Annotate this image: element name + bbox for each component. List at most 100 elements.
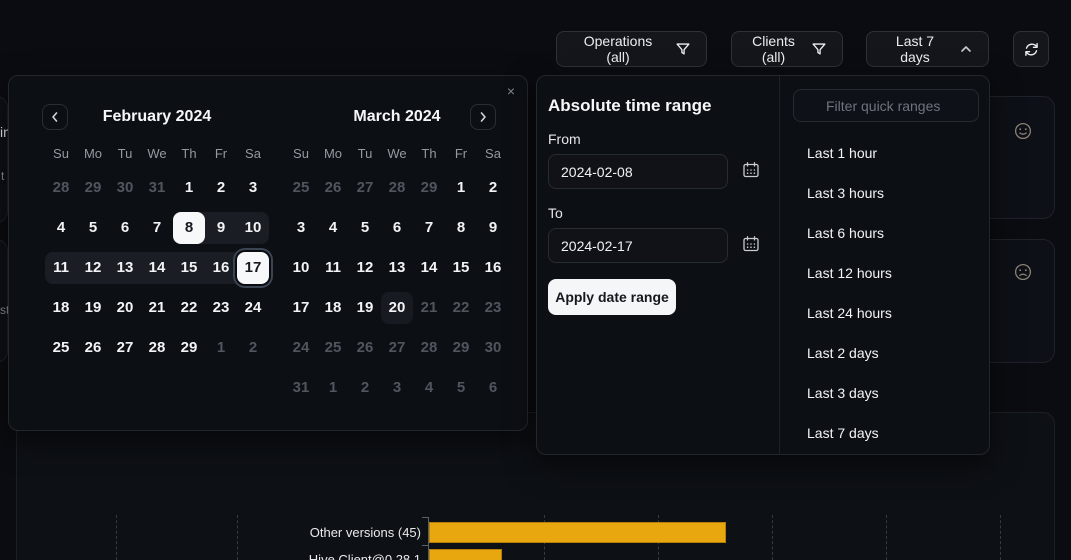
- day-cell[interactable]: 18: [52, 299, 70, 316]
- day-cell: 28: [52, 179, 70, 196]
- time-range-button[interactable]: Last 7 days: [866, 31, 989, 67]
- day-cell[interactable]: 23: [212, 299, 230, 316]
- day-cell[interactable]: 25: [52, 339, 70, 356]
- quick-range-item[interactable]: Last 24 hours: [807, 305, 892, 321]
- to-date-input[interactable]: [548, 228, 728, 263]
- day-cell[interactable]: 7: [424, 219, 434, 236]
- chevron-up-icon: [961, 46, 971, 52]
- day-cell[interactable]: 20: [381, 292, 413, 324]
- day-cell[interactable]: 17: [292, 299, 310, 316]
- day-cell[interactable]: 8: [173, 212, 205, 244]
- clients-filter-button[interactable]: Clients (all): [731, 31, 843, 67]
- day-cell[interactable]: 5: [88, 219, 98, 236]
- day-cell[interactable]: 13: [116, 259, 134, 276]
- background-card-left-top: [0, 96, 8, 223]
- filter-funnel-icon: [812, 43, 826, 55]
- day-cell[interactable]: 14: [148, 259, 166, 276]
- day-cell[interactable]: 14: [420, 259, 438, 276]
- day-cell[interactable]: 21: [148, 299, 166, 316]
- close-icon[interactable]: ×: [506, 83, 515, 99]
- day-cell[interactable]: 11: [53, 259, 69, 276]
- day-cell[interactable]: 27: [116, 339, 134, 356]
- day-cell[interactable]: 17: [237, 252, 269, 284]
- background-card-left-bottom: [0, 239, 8, 363]
- day-cell: 5: [456, 379, 466, 396]
- day-cell[interactable]: 5: [360, 219, 370, 236]
- previous-month-button[interactable]: [42, 104, 68, 130]
- gridline: [116, 515, 117, 560]
- clipped-text-fragment: in: [0, 124, 11, 140]
- day-cell[interactable]: 19: [356, 299, 374, 316]
- gridline: [237, 515, 238, 560]
- calendar-popover: × February 2024 Su Mo Tu We Th Fr Sa 28 29 30 31 1 2 3…: [8, 75, 528, 431]
- from-calendar-button[interactable]: [740, 160, 762, 182]
- day-cell[interactable]: 26: [84, 339, 102, 356]
- day-cell: 29: [84, 179, 102, 196]
- day-cell: 26: [356, 339, 374, 356]
- apply-date-range-button[interactable]: Apply date range: [548, 279, 676, 315]
- day-cell[interactable]: 4: [328, 219, 338, 236]
- day-cell: 22: [452, 299, 470, 316]
- frowny-face-icon: [1014, 263, 1032, 281]
- day-cell[interactable]: 19: [84, 299, 102, 316]
- day-cell[interactable]: 8: [456, 219, 466, 236]
- smiley-face-icon: [1014, 122, 1032, 140]
- day-cell[interactable]: 9: [488, 219, 498, 236]
- quick-range-item[interactable]: Last 3 days: [807, 385, 879, 401]
- selected-range-strip: [45, 252, 269, 284]
- weekday-label: We: [387, 146, 407, 161]
- day-cell[interactable]: 2: [488, 179, 498, 196]
- weekday-label: Tu: [117, 146, 133, 161]
- day-cell[interactable]: 28: [148, 339, 166, 356]
- day-cell[interactable]: 3: [296, 219, 306, 236]
- weekday-label: Mo: [323, 146, 343, 161]
- day-cell[interactable]: 15: [452, 259, 470, 276]
- day-cell[interactable]: 9: [216, 219, 226, 236]
- quick-range-item[interactable]: Last 2 days: [807, 345, 879, 361]
- day-cell[interactable]: 18: [324, 299, 342, 316]
- quick-range-item[interactable]: Last 6 hours: [807, 225, 885, 241]
- day-cell[interactable]: 16: [212, 259, 230, 276]
- day-cell[interactable]: 10: [244, 219, 262, 236]
- day-cell[interactable]: 1: [184, 179, 194, 196]
- quick-range-item[interactable]: Last 12 hours: [807, 265, 892, 281]
- chart-bar[interactable]: [429, 549, 502, 560]
- from-date-input[interactable]: [548, 154, 728, 189]
- absolute-time-range-title: Absolute time range: [548, 96, 712, 115]
- day-cell[interactable]: 10: [292, 259, 310, 276]
- day-cell[interactable]: 15: [180, 259, 198, 276]
- day-cell: 28: [388, 179, 406, 196]
- day-cell[interactable]: 4: [56, 219, 66, 236]
- day-cell[interactable]: 1: [456, 179, 466, 196]
- day-cell[interactable]: 2: [216, 179, 226, 196]
- to-calendar-button[interactable]: [740, 234, 762, 256]
- day-cell[interactable]: 12: [356, 259, 374, 276]
- bar-category-label: Hive Client@0.28.1: [308, 552, 421, 560]
- day-cell: 23: [484, 299, 502, 316]
- refresh-button[interactable]: [1013, 31, 1049, 67]
- quick-range-item[interactable]: Last 3 hours: [807, 185, 885, 201]
- day-cell[interactable]: 3: [248, 179, 258, 196]
- day-cell: 4: [424, 379, 434, 396]
- day-cell[interactable]: 6: [392, 219, 402, 236]
- day-cell[interactable]: 29: [180, 339, 198, 356]
- gridline: [886, 515, 887, 560]
- day-cell[interactable]: 11: [325, 259, 341, 276]
- day-cell: 24: [292, 339, 310, 356]
- operations-filter-button[interactable]: Operations (all): [556, 31, 707, 67]
- quick-range-item[interactable]: Last 1 hour: [807, 145, 878, 161]
- day-cell[interactable]: 7: [152, 219, 162, 236]
- day-cell[interactable]: 22: [180, 299, 198, 316]
- day-cell[interactable]: 6: [120, 219, 130, 236]
- month-title: February 2024: [102, 108, 212, 125]
- chart-bar[interactable]: [429, 522, 726, 543]
- quick-range-item[interactable]: Last 7 days: [807, 425, 879, 441]
- day-cell[interactable]: 20: [116, 299, 134, 316]
- day-cell[interactable]: 13: [388, 259, 406, 276]
- gridline: [772, 515, 773, 560]
- day-cell[interactable]: 16: [484, 259, 502, 276]
- day-cell[interactable]: 12: [84, 259, 102, 276]
- day-cell[interactable]: 24: [244, 299, 262, 316]
- next-month-button[interactable]: [470, 104, 496, 130]
- filter-quick-ranges-input[interactable]: [793, 89, 979, 122]
